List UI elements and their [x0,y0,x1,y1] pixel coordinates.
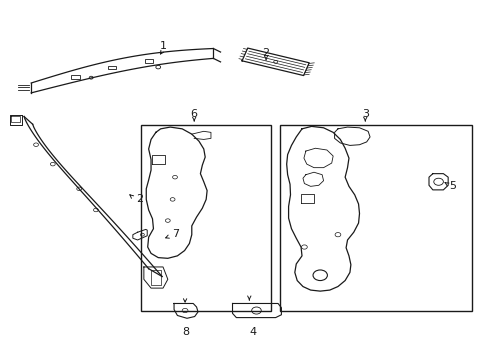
Text: 1: 1 [159,41,166,51]
Text: 5: 5 [448,181,455,191]
Text: 2: 2 [262,48,269,58]
Text: 8: 8 [182,327,189,337]
Text: 2: 2 [136,194,143,204]
Text: 7: 7 [172,229,179,239]
Bar [280,125,471,311]
Bar [141,125,270,311]
Text: 6: 6 [190,109,197,119]
Text: 4: 4 [249,327,256,337]
Text: 3: 3 [361,109,368,119]
